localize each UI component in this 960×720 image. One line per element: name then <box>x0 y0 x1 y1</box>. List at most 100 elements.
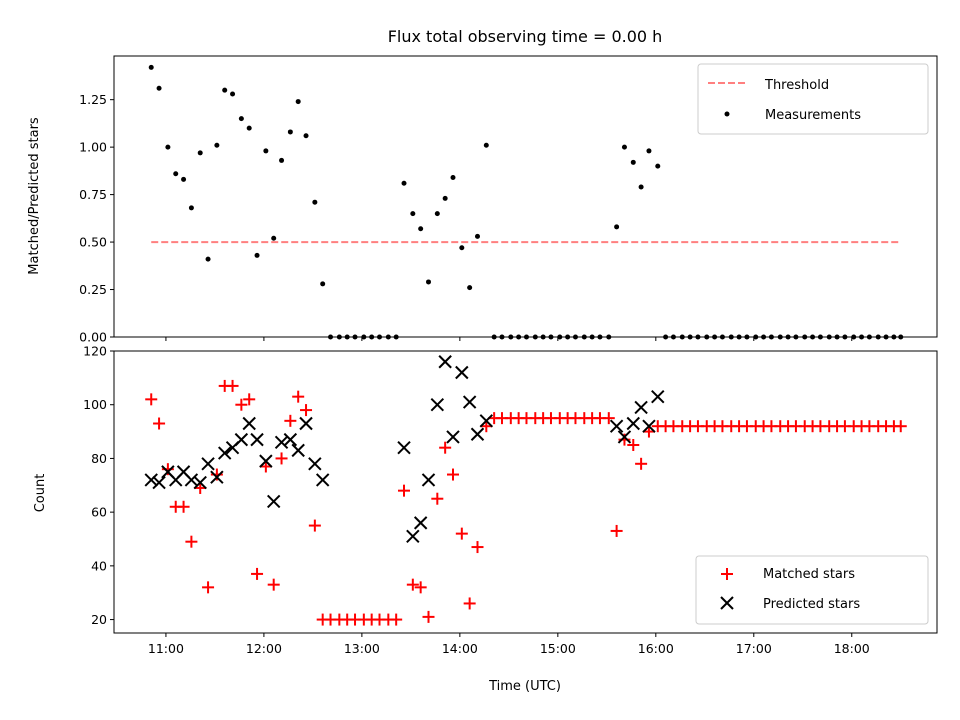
predicted-star-point <box>193 475 207 490</box>
measurement-point <box>450 175 456 181</box>
predicted-star-point <box>413 516 428 530</box>
measurement-point <box>418 226 424 232</box>
measurement-point <box>646 148 652 154</box>
predicted-star-point <box>266 494 281 509</box>
measurement-point <box>655 163 661 169</box>
top-y-axis-label: Matched/Predicted stars <box>27 117 42 275</box>
matched-star-point <box>635 457 648 470</box>
measurement-point <box>181 176 187 182</box>
predicted-star-point <box>421 473 436 487</box>
y-tick-label: 0.50 <box>79 235 107 250</box>
predicted-star-point <box>218 446 232 460</box>
measurement-point <box>467 285 473 291</box>
predicted-star-point <box>184 473 199 487</box>
bottom-x-axis-label: Time (UTC) <box>488 679 561 694</box>
legend-measurements-label: Measurements <box>765 108 861 123</box>
matched-star-point <box>251 567 264 580</box>
legend-matched-swatch <box>721 568 733 580</box>
measurement-point <box>156 85 162 91</box>
matched-star-point <box>471 541 484 554</box>
matched-star-point <box>414 581 427 594</box>
bottom-legend-box <box>695 555 929 625</box>
measurement-point <box>238 116 244 122</box>
measurement-point <box>459 245 465 251</box>
predicted-star-point <box>250 432 264 447</box>
measurement-point <box>474 233 480 239</box>
measurement-point <box>630 159 636 165</box>
measurement-point <box>173 171 179 177</box>
top-y-ticks: 0.00 0.25 0.50 0.75 1.00 1.25 <box>79 92 114 345</box>
measurement-point <box>197 150 203 156</box>
predicted-star-point <box>291 443 305 458</box>
measurement-point <box>442 195 448 201</box>
predicted-star-point <box>299 416 313 431</box>
measurement-point <box>188 205 194 211</box>
top-plot-frame <box>113 55 938 338</box>
measurement-point <box>295 99 301 105</box>
predicted-star-point <box>308 457 322 471</box>
predicted-star-point <box>430 398 445 412</box>
measurement-point <box>222 87 228 93</box>
matched-star-point <box>422 610 435 623</box>
predicted-star-point <box>210 470 224 484</box>
matched-star-point <box>267 578 280 591</box>
matched-star-point <box>390 613 403 626</box>
x-tick-label: 11:00 <box>148 641 184 656</box>
matched-star-point <box>300 404 313 417</box>
x-tick-label: 17:00 <box>736 641 772 656</box>
matched-star-point <box>177 500 190 513</box>
measurement-point <box>638 184 644 190</box>
predicted-star-point <box>144 473 158 487</box>
x-tick-label: 12:00 <box>246 641 282 656</box>
measurement-point <box>426 279 432 285</box>
measurement-point <box>312 199 318 205</box>
bottom-plot-frame <box>113 350 938 634</box>
measurement-point <box>263 148 269 154</box>
matched-star-point <box>308 519 321 532</box>
matched-star-point <box>235 398 248 411</box>
legend-threshold-label: Threshold <box>764 78 829 93</box>
x-tick-label: 13:00 <box>344 641 380 656</box>
predicted-star-point <box>274 435 289 450</box>
predicted-star-point <box>446 430 460 444</box>
measurement-point <box>165 144 171 150</box>
y-tick-label: 20 <box>91 612 107 627</box>
measurement-point <box>271 235 277 241</box>
predicted-star-point <box>259 454 273 468</box>
legend-predicted-swatch <box>720 596 734 610</box>
y-tick-label: 100 <box>83 397 107 412</box>
matched-star-point <box>275 452 288 465</box>
matched-star-point <box>145 393 158 406</box>
measurement-point <box>434 211 440 217</box>
bottom-y-ticks: 20 40 60 80 100 120 <box>83 344 114 627</box>
matched-star-point <box>284 414 297 427</box>
matched-star-point <box>226 379 239 392</box>
matched-star-point <box>406 578 419 591</box>
matched-star-point <box>602 412 615 425</box>
y-tick-label: 0.25 <box>79 282 107 297</box>
matched-star-point <box>446 468 459 481</box>
measurement-point <box>320 281 326 287</box>
matched-star-point <box>439 441 452 454</box>
bottom-legend: Matched stars Predicted stars <box>695 555 929 625</box>
predicted-star-point <box>634 400 648 415</box>
top-panel: Flux total observing time = 0.00 h Match… <box>27 27 938 345</box>
matched-star-point <box>185 535 198 548</box>
bottom-panel: Count Time (UTC) 20 40 60 80 100 120 11:00 12:… <box>33 344 938 694</box>
y-tick-label: 1.00 <box>79 140 107 155</box>
measurement-point <box>614 224 620 230</box>
y-tick-label: 0.00 <box>79 330 107 345</box>
y-tick-label: 40 <box>91 558 107 573</box>
y-tick-label: 60 <box>91 505 107 520</box>
predicted-star-point <box>315 473 330 487</box>
bottom-y-axis-label: Count <box>33 474 48 513</box>
y-tick-label: 0.75 <box>79 187 107 202</box>
matched-star-point <box>243 393 256 406</box>
predicted-star-point <box>651 389 665 404</box>
y-tick-label: 120 <box>83 344 107 359</box>
predicted-star-point <box>201 457 215 471</box>
measurement-point <box>483 142 489 148</box>
predicted-star-point <box>470 427 485 441</box>
measurement-point <box>621 144 627 150</box>
matched-star-point <box>610 524 623 537</box>
